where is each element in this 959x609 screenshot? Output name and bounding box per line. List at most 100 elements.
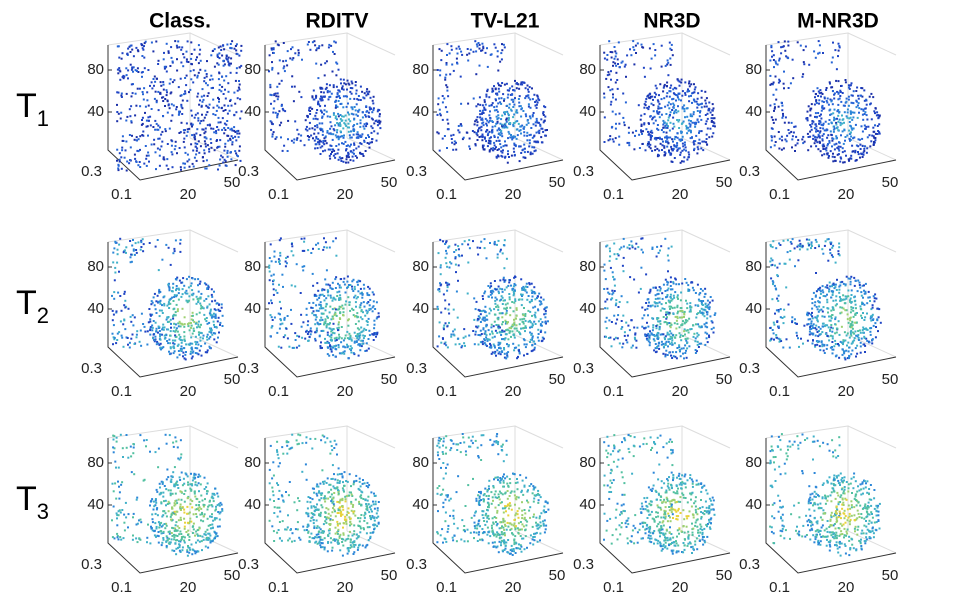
point <box>536 104 538 106</box>
point <box>488 312 490 314</box>
point <box>480 321 482 323</box>
point <box>307 324 309 326</box>
point <box>217 97 219 99</box>
point <box>486 334 488 336</box>
point <box>153 85 155 87</box>
point <box>531 344 533 346</box>
point <box>142 123 144 125</box>
point <box>358 109 360 111</box>
point <box>134 343 136 345</box>
point <box>113 324 115 326</box>
point <box>346 106 348 108</box>
point <box>134 316 136 318</box>
point <box>206 159 208 161</box>
point <box>778 131 780 133</box>
point <box>169 289 171 291</box>
point <box>314 338 316 340</box>
point <box>837 121 839 123</box>
point <box>523 318 525 320</box>
point <box>439 150 441 152</box>
point <box>300 96 302 98</box>
point <box>500 118 502 120</box>
point <box>157 91 159 93</box>
point <box>130 64 132 66</box>
point <box>161 141 163 143</box>
point <box>317 77 319 79</box>
point <box>313 310 315 312</box>
point <box>340 82 342 84</box>
point <box>203 160 205 162</box>
point <box>438 335 440 337</box>
point <box>311 108 313 110</box>
point <box>671 339 673 341</box>
point <box>214 300 216 302</box>
point <box>187 154 189 156</box>
point <box>204 140 206 142</box>
point <box>641 133 643 135</box>
point <box>484 311 486 313</box>
point <box>533 112 535 114</box>
point <box>179 354 181 356</box>
point <box>515 284 517 286</box>
point <box>494 125 496 127</box>
point <box>484 332 486 334</box>
point <box>510 336 512 338</box>
point <box>317 147 319 149</box>
point <box>695 352 697 354</box>
point <box>312 273 314 275</box>
point <box>474 40 476 42</box>
point <box>696 332 698 334</box>
point <box>483 327 485 329</box>
point <box>492 337 494 339</box>
point <box>331 334 333 336</box>
point <box>506 105 508 107</box>
point <box>513 143 515 145</box>
point <box>287 337 289 339</box>
point <box>173 248 175 250</box>
point <box>134 139 136 141</box>
point <box>660 323 662 325</box>
point <box>165 130 167 132</box>
point <box>348 333 350 335</box>
point <box>163 89 165 91</box>
point <box>198 140 200 142</box>
point <box>615 123 617 125</box>
point <box>481 333 483 335</box>
point <box>615 65 617 67</box>
point <box>202 88 204 90</box>
point <box>119 238 121 240</box>
point <box>629 276 631 278</box>
point <box>508 107 510 109</box>
point <box>866 147 868 149</box>
point <box>162 115 164 117</box>
point <box>200 337 202 339</box>
point <box>690 83 692 85</box>
point <box>156 343 158 345</box>
point <box>858 138 860 140</box>
point <box>346 281 348 283</box>
point <box>865 128 867 130</box>
point <box>321 122 323 124</box>
point <box>519 333 521 335</box>
point <box>502 297 504 299</box>
point <box>821 110 823 112</box>
point <box>681 95 683 97</box>
point <box>271 61 273 63</box>
point <box>654 92 656 94</box>
point <box>169 288 171 290</box>
point <box>154 293 156 295</box>
point <box>689 126 691 128</box>
point <box>278 83 280 85</box>
point <box>152 337 154 339</box>
point <box>514 298 516 300</box>
point <box>792 59 794 61</box>
point <box>769 75 771 77</box>
point <box>233 130 235 132</box>
point <box>239 89 241 91</box>
point <box>373 327 375 329</box>
point <box>805 46 807 48</box>
point <box>203 120 205 122</box>
tick-label: 50 <box>549 174 566 191</box>
point <box>494 109 496 111</box>
point <box>277 92 279 94</box>
